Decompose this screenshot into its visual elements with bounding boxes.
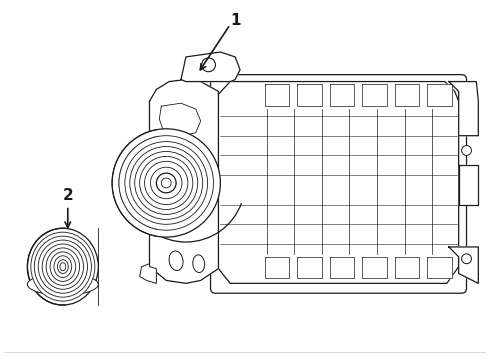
- Polygon shape: [394, 85, 419, 106]
- Ellipse shape: [54, 256, 72, 278]
- Ellipse shape: [50, 252, 75, 282]
- FancyBboxPatch shape: [211, 75, 466, 293]
- Polygon shape: [297, 85, 322, 106]
- Text: 1: 1: [230, 13, 241, 28]
- Circle shape: [202, 58, 216, 72]
- Polygon shape: [427, 257, 452, 278]
- Polygon shape: [449, 82, 478, 136]
- Circle shape: [135, 152, 198, 215]
- Polygon shape: [449, 247, 478, 283]
- Polygon shape: [138, 160, 149, 180]
- Polygon shape: [297, 257, 322, 278]
- Ellipse shape: [34, 236, 92, 297]
- Circle shape: [161, 178, 171, 188]
- Polygon shape: [265, 85, 289, 106]
- Ellipse shape: [42, 244, 83, 289]
- Circle shape: [150, 167, 182, 199]
- Polygon shape: [362, 85, 387, 106]
- Circle shape: [119, 136, 214, 230]
- Polygon shape: [427, 85, 452, 106]
- Circle shape: [140, 156, 193, 210]
- Polygon shape: [362, 257, 387, 278]
- Polygon shape: [394, 257, 419, 278]
- Ellipse shape: [57, 260, 68, 274]
- Polygon shape: [159, 103, 201, 137]
- Ellipse shape: [38, 240, 88, 293]
- Circle shape: [462, 145, 471, 156]
- Ellipse shape: [169, 251, 183, 270]
- Polygon shape: [181, 52, 240, 82]
- Ellipse shape: [31, 232, 95, 301]
- Text: 2: 2: [62, 188, 73, 203]
- Polygon shape: [140, 264, 156, 283]
- Circle shape: [130, 147, 203, 219]
- Circle shape: [125, 141, 208, 224]
- Ellipse shape: [46, 248, 79, 285]
- Circle shape: [462, 254, 471, 264]
- Polygon shape: [459, 165, 478, 204]
- Ellipse shape: [193, 255, 205, 273]
- Circle shape: [145, 161, 188, 204]
- Ellipse shape: [27, 228, 98, 305]
- Polygon shape: [330, 257, 354, 278]
- Ellipse shape: [27, 274, 98, 295]
- Polygon shape: [330, 85, 354, 106]
- Polygon shape: [149, 80, 219, 283]
- Polygon shape: [265, 257, 289, 278]
- Circle shape: [156, 173, 176, 193]
- Ellipse shape: [60, 263, 66, 271]
- Polygon shape: [161, 152, 201, 188]
- Polygon shape: [219, 82, 459, 283]
- Circle shape: [112, 129, 220, 237]
